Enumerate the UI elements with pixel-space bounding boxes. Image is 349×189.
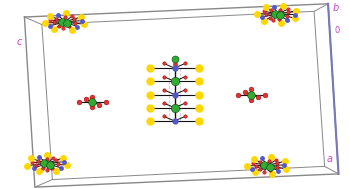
Text: c: c <box>16 37 22 46</box>
Text: 0: 0 <box>334 26 340 35</box>
Text: b: b <box>333 3 339 12</box>
Text: a: a <box>327 154 333 164</box>
